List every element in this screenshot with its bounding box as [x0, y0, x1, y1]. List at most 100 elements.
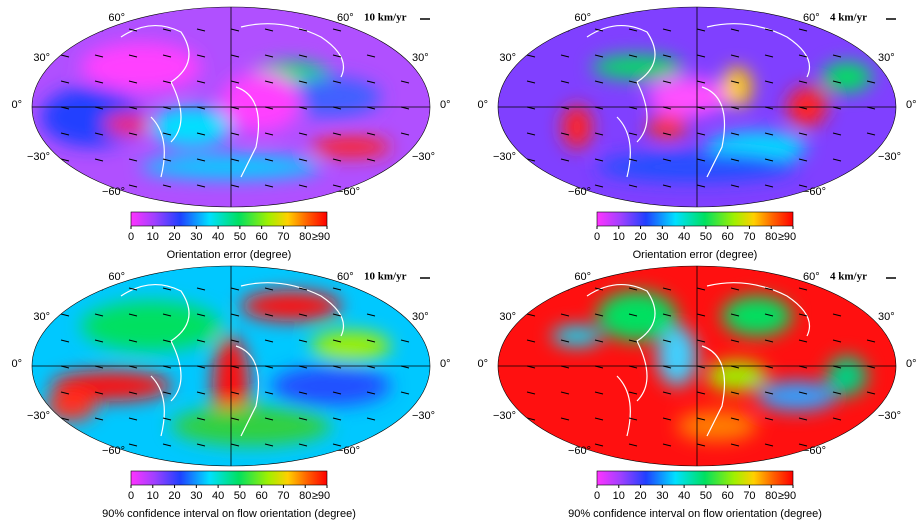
latitude-label: 0°	[477, 358, 488, 370]
flow-arrow	[833, 29, 841, 31]
map-panel	[498, 7, 896, 207]
colorbar-tick-label: 60	[256, 231, 268, 243]
flow-arrow	[401, 418, 409, 420]
colorbar-tick-label: 60	[722, 490, 734, 502]
latitude-label: 30°	[878, 311, 895, 323]
latitude-label: −60°	[803, 186, 826, 198]
colorbar-tick-label: 50	[234, 231, 246, 243]
latitude-label: 60°	[337, 12, 354, 24]
flow-arrow	[867, 288, 875, 290]
figure: 60° 30° 30° 0° 0° −30° −30° −60° −60° 60° 10 km/yr…	[0, 0, 917, 520]
map-blob	[647, 115, 687, 139]
latitude-label: −60°	[568, 186, 591, 198]
map-blob	[647, 77, 727, 117]
colorbar-tick-label: 80	[765, 490, 777, 502]
latitude-label: −30°	[412, 410, 435, 422]
map-blob	[46, 391, 96, 421]
colorbar-tick-label: 80	[299, 490, 311, 502]
latitude-label: 30°	[33, 52, 50, 64]
latitude-label: 60°	[803, 12, 820, 24]
colorbar-tick-label: 40	[678, 231, 690, 243]
map-blob	[707, 361, 767, 391]
latitude-label: 0°	[906, 99, 917, 111]
colorbar	[597, 212, 793, 226]
flow-arrow	[61, 29, 69, 31]
map-blob	[722, 67, 752, 107]
colorbar-tick-label: 10	[613, 490, 625, 502]
colorbar-tick-label: 30	[190, 490, 202, 502]
latitude-label: −60°	[102, 186, 125, 198]
latitude-label: 60°	[108, 12, 125, 24]
scale-label: 10 km/yr	[364, 271, 407, 283]
flow-arrow	[833, 185, 841, 187]
latitude-label: 0°	[11, 99, 22, 111]
colorbar-tick-label: 20	[634, 231, 646, 243]
colorbar-tick-label: 30	[656, 490, 668, 502]
map-blob	[722, 296, 792, 336]
scale-label: 4 km/yr	[830, 12, 867, 24]
colorbar-tick-label: 10	[613, 231, 625, 243]
colorbar-label: Orientation error (degree)	[633, 249, 758, 261]
colorbar-tick-label: ≥90	[312, 231, 330, 243]
flow-arrow	[367, 288, 375, 290]
colorbar-label: Orientation error (degree)	[167, 249, 292, 261]
map-blob	[311, 331, 391, 361]
latitude-label: 0°	[477, 99, 488, 111]
map-blob	[592, 55, 682, 79]
map-blob	[81, 301, 221, 351]
flow-arrow	[833, 288, 841, 290]
flow-arrow	[401, 159, 409, 161]
flow-arrow	[867, 159, 875, 161]
latitude-label: −60°	[568, 445, 591, 457]
latitude-label: 0°	[906, 358, 917, 370]
colorbar-tick-label: 10	[147, 231, 159, 243]
colorbar-tick-label: 10	[147, 490, 159, 502]
colorbar-tick-label: 20	[168, 490, 180, 502]
flow-arrow	[833, 444, 841, 446]
colorbar-tick-label: 40	[678, 490, 690, 502]
map-blob	[81, 42, 201, 92]
colorbar-tick-label: 80	[299, 231, 311, 243]
flow-arrow	[867, 444, 875, 446]
colorbar-label: 90% confidence interval on flow orientat…	[102, 508, 356, 520]
flow-arrow	[527, 288, 535, 290]
latitude-label: 30°	[878, 52, 895, 64]
flow-arrow	[867, 29, 875, 31]
latitude-label: −30°	[412, 151, 435, 163]
latitude-label: −30°	[493, 151, 516, 163]
flow-arrow	[527, 444, 535, 446]
latitude-label: 0°	[11, 358, 22, 370]
latitude-label: 60°	[574, 12, 591, 24]
latitude-label: 60°	[574, 271, 591, 283]
latitude-label: 60°	[803, 271, 820, 283]
colorbar-tick-label: 40	[212, 490, 224, 502]
colorbar-tick-label: 0	[128, 490, 134, 502]
latitude-label: −30°	[878, 151, 901, 163]
map-blob	[171, 406, 331, 446]
flow-arrow	[401, 288, 409, 290]
latitude-label: −30°	[27, 151, 50, 163]
colorbar-tick-label: 70	[277, 231, 289, 243]
latitude-label: 30°	[412, 52, 429, 64]
colorbar-tick-label: 50	[700, 490, 712, 502]
map-blob	[552, 326, 602, 346]
flow-arrow	[527, 185, 535, 187]
latitude-label: 30°	[499, 311, 516, 323]
map-blob	[311, 137, 391, 157]
colorbar-tick-label: ≥90	[312, 490, 330, 502]
colorbar-tick-label: 50	[234, 490, 246, 502]
latitude-label: 30°	[412, 311, 429, 323]
colorbar-tick-label: 40	[212, 231, 224, 243]
flow-arrow	[401, 444, 409, 446]
colorbar-tick-label: ≥90	[778, 231, 796, 243]
colorbar-tick-label: 60	[256, 490, 268, 502]
colorbar-tick-label: 70	[743, 490, 755, 502]
flow-arrow	[61, 288, 69, 290]
flow-arrow	[61, 444, 69, 446]
colorbar	[131, 212, 327, 226]
latitude-label: 60°	[108, 271, 125, 283]
latitude-label: −60°	[337, 445, 360, 457]
scale-label: 4 km/yr	[830, 271, 867, 283]
colorbar-tick-label: 20	[168, 231, 180, 243]
map-blob	[827, 356, 867, 396]
